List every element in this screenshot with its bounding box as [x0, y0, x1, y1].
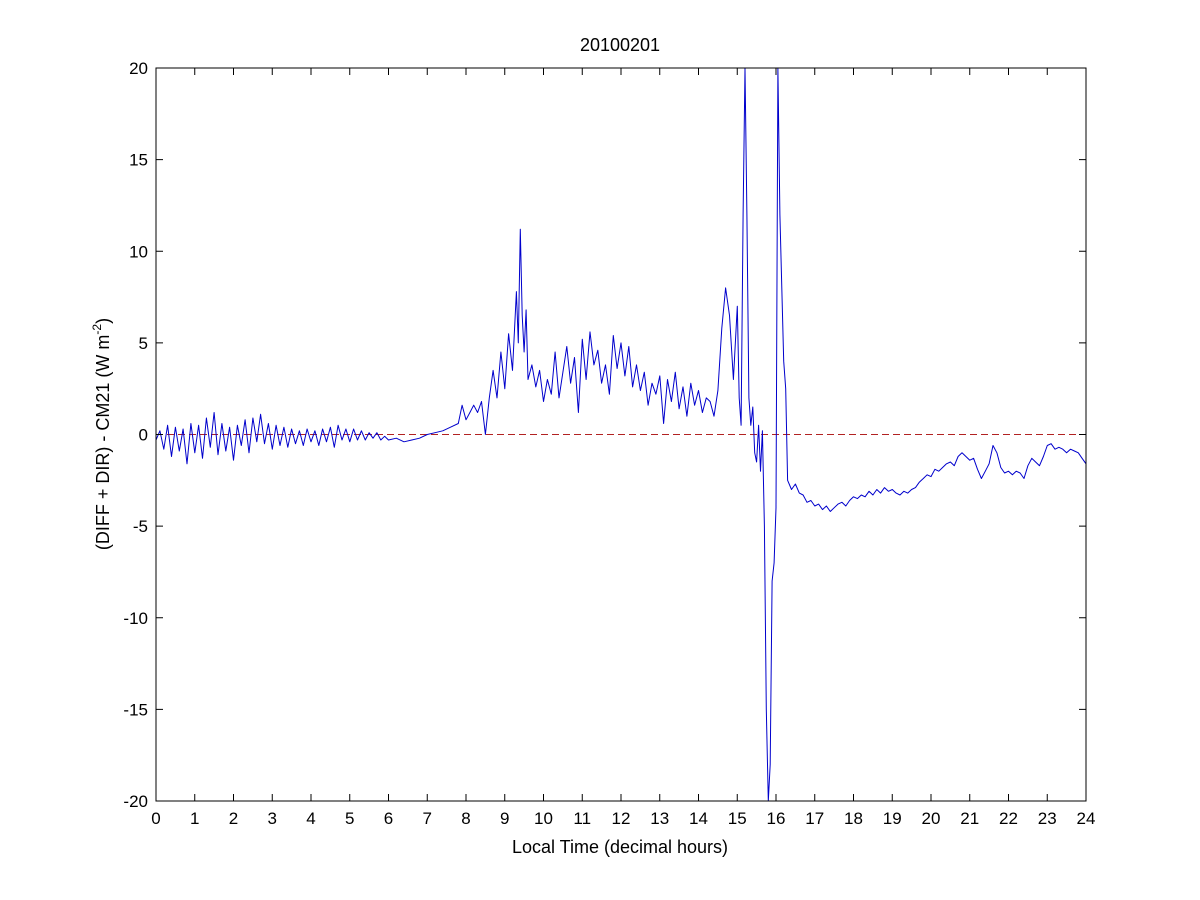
x-tick-label: 23	[1038, 809, 1057, 828]
y-tick-label: -5	[133, 517, 148, 536]
x-tick-label: 20	[922, 809, 941, 828]
y-tick-label: 0	[139, 426, 148, 445]
x-tick-label: 3	[268, 809, 277, 828]
y-axis-label-suffix: )	[93, 318, 113, 324]
y-tick-label: 10	[129, 242, 148, 261]
x-tick-label: 1	[190, 809, 199, 828]
x-tick-label: 0	[151, 809, 160, 828]
x-tick-label: 7	[423, 809, 432, 828]
x-tick-label: 5	[345, 809, 354, 828]
x-tick-label: 10	[534, 809, 553, 828]
x-tick-label: 9	[500, 809, 509, 828]
x-tick-label: 2	[229, 809, 238, 828]
y-tick-label: -20	[123, 792, 148, 811]
y-axis: -20 -15 -10 -5 0 5 10 15 20	[123, 59, 1086, 811]
x-tick-label: 14	[689, 809, 708, 828]
x-tick-label: 12	[612, 809, 631, 828]
x-tick-label: 18	[844, 809, 863, 828]
y-tick-label: -15	[123, 700, 148, 719]
x-tick-label: 21	[960, 809, 979, 828]
x-tick-label: 17	[805, 809, 824, 828]
x-tick-label: 22	[999, 809, 1018, 828]
x-tick-label: 13	[650, 809, 669, 828]
x-tick-label: 6	[384, 809, 393, 828]
y-tick-label: 15	[129, 151, 148, 170]
x-tick-label: 24	[1077, 809, 1096, 828]
y-tick-label: 5	[139, 334, 148, 353]
series-line	[156, 68, 1086, 801]
x-tick-label: 11	[573, 809, 591, 828]
y-axis-label: (DIFF + DIR) - CM21 (W m-2)	[90, 318, 113, 550]
y-tick-label: -10	[123, 609, 148, 628]
y-tick-label: 20	[129, 59, 148, 78]
chart-title: 20100201	[580, 35, 660, 55]
x-tick-label: 19	[883, 809, 902, 828]
x-tick-label: 4	[306, 809, 315, 828]
x-axis-label: Local Time (decimal hours)	[512, 837, 728, 857]
y-axis-label-superscript: -2	[90, 324, 104, 335]
y-axis-label-main: (DIFF + DIR) - CM21 (W m	[93, 335, 113, 550]
series-layer	[156, 68, 1086, 801]
x-tick-label: 8	[461, 809, 470, 828]
x-tick-label: 15	[728, 809, 747, 828]
x-axis: 0 1 2 3 4 5 6 7 8 9 10 11 12 13 14 15 16 17 18 19 20 21 22 23 24	[151, 68, 1095, 828]
x-tick-label: 16	[767, 809, 786, 828]
